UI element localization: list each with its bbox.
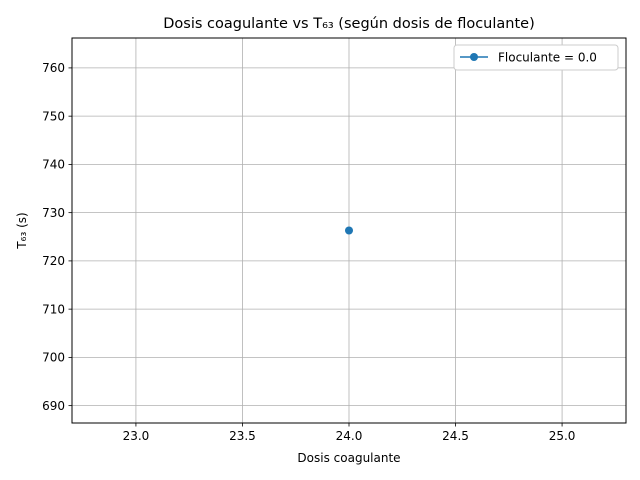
y-tick-label: 700 xyxy=(42,351,65,365)
legend-label: Floculante = 0.0 xyxy=(498,51,597,65)
series-layer xyxy=(345,226,353,235)
ticks-layer: 23.0 23.5 24.0 24.5 25.0 690 700 710 720 730 740 75… xyxy=(42,61,575,443)
x-tick-label: 24.5 xyxy=(442,429,469,443)
x-tick-label: 23.5 xyxy=(229,429,256,443)
y-tick-label: 750 xyxy=(42,109,65,123)
x-axis-title: Dosis coagulante xyxy=(297,451,400,465)
data-point xyxy=(345,226,353,235)
legend-marker xyxy=(470,53,478,61)
y-tick-label: 730 xyxy=(42,206,65,220)
y-tick-label: 740 xyxy=(42,158,65,172)
y-axis-title: T₆₃ (s) xyxy=(15,212,29,249)
y-tick-label: 690 xyxy=(42,399,65,413)
x-tick-label: 24.0 xyxy=(336,429,363,443)
legend-box xyxy=(453,44,619,71)
y-tick-label: 760 xyxy=(42,61,65,75)
x-tick-label: 23.0 xyxy=(123,429,150,443)
x-tick-label: 25.0 xyxy=(549,429,576,443)
y-tick-label: 710 xyxy=(42,302,65,316)
chart-title: Dosis coagulante vs T₆₃ (según dosis de … xyxy=(163,16,534,32)
legend: Floculante = 0.0 xyxy=(453,44,619,71)
y-tick-label: 720 xyxy=(42,254,65,268)
